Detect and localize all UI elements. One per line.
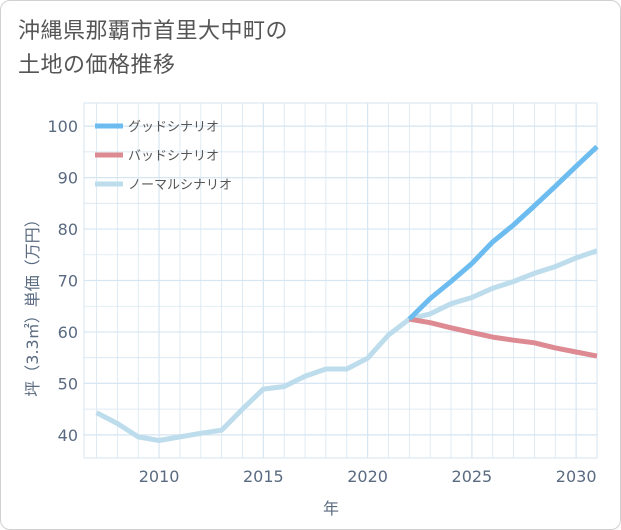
series-line-normal — [95, 248, 598, 443]
y-tick-label: 60 — [58, 323, 78, 342]
title-line-1: 沖縄県那覇市首里大中町の — [18, 19, 289, 44]
x-tick-label: 2010 — [139, 467, 180, 486]
grid-lines — [83, 102, 598, 459]
x-tick-label: 2015 — [243, 467, 284, 486]
y-tick-label: 70 — [58, 272, 78, 291]
x-axis-label: 年 — [323, 499, 339, 518]
y-tick-label: 80 — [58, 220, 78, 239]
x-tick-label: 2020 — [347, 467, 388, 486]
legend-label-bad[interactable]: バッドシナリオ — [128, 149, 219, 164]
y-tick-label: 100 — [47, 117, 78, 136]
y-tick-label: 40 — [58, 426, 78, 445]
series-layer — [95, 144, 599, 443]
page-title: 沖縄県那覇市首里大中町の 土地の価格推移 — [18, 15, 288, 83]
title-line-2: 土地の価格推移 — [18, 53, 176, 78]
y-tick-label: 50 — [58, 374, 78, 393]
legend-label-good[interactable]: グッドシナリオ — [128, 120, 219, 135]
series-line-good — [407, 144, 599, 321]
tick-labels: 2010 2015 2020 2025 2030 40 50 60 70 80 90 100 — [47, 117, 596, 486]
legend-label-normal[interactable]: ノーマルシナリオ — [128, 178, 232, 193]
x-tick-label: 2030 — [556, 467, 597, 486]
x-tick-label: 2025 — [452, 467, 493, 486]
y-axis-label: 坪（3.3㎡）単価（万円） — [23, 211, 42, 396]
series-line-bad — [408, 316, 598, 359]
y-tick-label: 90 — [58, 169, 78, 188]
